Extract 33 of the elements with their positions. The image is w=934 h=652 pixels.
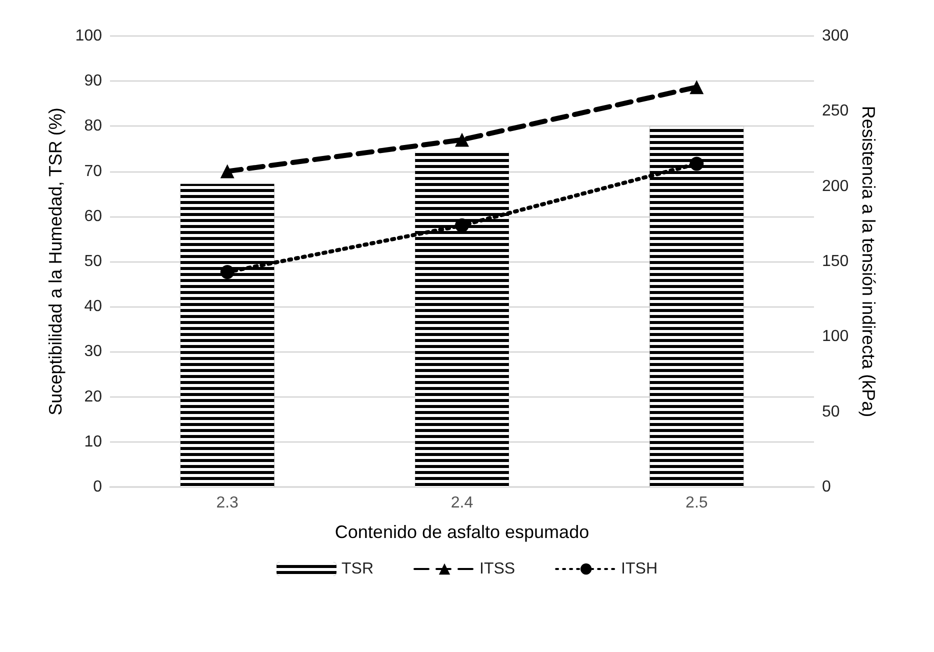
y-tick-label: 30 xyxy=(84,343,102,360)
y-axis-title: Suceptibilidad a la Humedad, TSR (%) xyxy=(45,108,66,416)
y2-tick-label: 200 xyxy=(822,178,849,195)
y-tick-label: 60 xyxy=(84,208,102,225)
y-tick-label: 0 xyxy=(93,478,102,496)
x-tick-label: 2.3 xyxy=(216,494,239,512)
y-tick-label: 20 xyxy=(84,388,102,406)
y-tick-label: 80 xyxy=(84,118,102,135)
y2-tick-label: 0 xyxy=(822,478,831,496)
point xyxy=(690,156,704,171)
y-tick-label: 40 xyxy=(84,298,102,316)
y2-tick-label: 250 xyxy=(822,102,849,120)
point xyxy=(455,218,469,232)
y2-tick-label: 100 xyxy=(822,328,849,346)
legend-label: TSR xyxy=(341,560,374,578)
x-tick-label: 2.4 xyxy=(450,494,474,512)
y2-tick-label: 300 xyxy=(822,28,849,44)
y-tick-label: 100 xyxy=(75,28,102,44)
point xyxy=(220,265,234,280)
y2-tick-label: 150 xyxy=(822,253,849,270)
y2-axis-title: Resistencia a la tensión indirecta (kPa) xyxy=(858,106,879,418)
x-tick-label: 2.5 xyxy=(686,494,708,512)
x-axis-title: Contenido de asfalto espumado xyxy=(334,522,590,542)
y-tick-label: 90 xyxy=(84,72,102,90)
point xyxy=(220,164,234,178)
point xyxy=(690,80,704,94)
point xyxy=(455,132,469,147)
y2-tick-label: 50 xyxy=(822,403,840,420)
legend-label: ITSS xyxy=(479,560,516,578)
y-tick-label: 10 xyxy=(84,433,102,450)
y-tick-label: 50 xyxy=(84,253,102,270)
y-tick-label: 70 xyxy=(84,162,102,180)
legend-label: ITSH xyxy=(621,560,658,578)
